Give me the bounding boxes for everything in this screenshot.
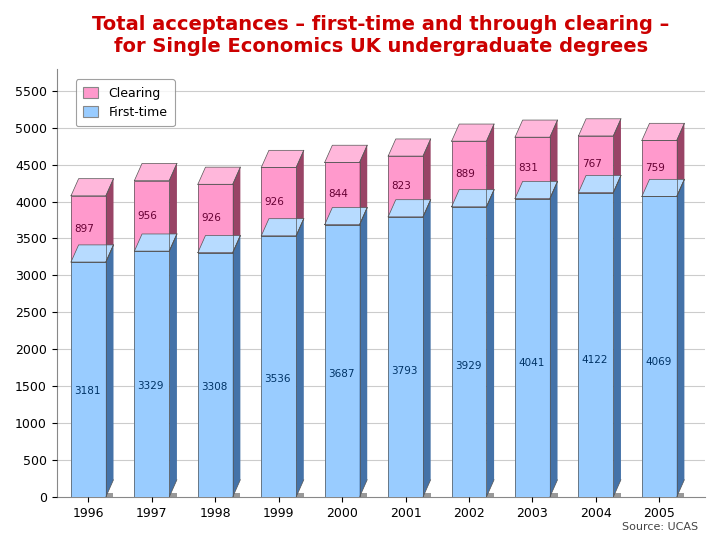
Polygon shape (487, 190, 494, 497)
Polygon shape (135, 164, 177, 180)
Text: 759: 759 (645, 164, 665, 173)
Text: 831: 831 (518, 163, 538, 173)
Bar (261, 167, 296, 236)
Polygon shape (515, 181, 557, 199)
Polygon shape (106, 245, 114, 497)
Bar (388, 156, 423, 217)
Polygon shape (423, 139, 431, 217)
Bar (578, 136, 613, 193)
Bar (71, 262, 106, 497)
Text: 956: 956 (138, 211, 158, 221)
Bar (135, 180, 169, 251)
Text: 4041: 4041 (518, 357, 544, 368)
Bar (325, 492, 367, 497)
Polygon shape (233, 235, 240, 497)
Bar (578, 193, 613, 497)
Bar (71, 492, 114, 497)
Text: 3687: 3687 (328, 369, 354, 380)
Text: 823: 823 (392, 181, 411, 192)
Polygon shape (198, 235, 240, 253)
Text: 897: 897 (74, 224, 94, 234)
Bar (261, 492, 304, 497)
Polygon shape (451, 124, 494, 141)
Bar (451, 492, 494, 497)
Text: 926: 926 (264, 197, 284, 207)
Text: 926: 926 (201, 213, 221, 224)
Polygon shape (233, 167, 240, 253)
Polygon shape (296, 150, 304, 236)
Polygon shape (642, 179, 685, 197)
Polygon shape (261, 219, 304, 236)
Polygon shape (388, 139, 431, 156)
Polygon shape (296, 219, 304, 497)
Text: Source: UCAS: Source: UCAS (622, 522, 698, 532)
Polygon shape (169, 234, 177, 497)
Polygon shape (550, 120, 557, 199)
Polygon shape (423, 200, 431, 497)
Polygon shape (135, 234, 177, 251)
Polygon shape (451, 190, 494, 207)
Bar (578, 492, 621, 497)
Polygon shape (325, 207, 367, 225)
Text: 889: 889 (455, 169, 474, 179)
Polygon shape (71, 179, 114, 196)
Polygon shape (325, 145, 367, 163)
Polygon shape (388, 200, 431, 217)
Bar (642, 197, 677, 497)
Polygon shape (198, 167, 240, 184)
Text: 3536: 3536 (264, 374, 291, 384)
Bar (135, 251, 169, 497)
Bar (135, 492, 177, 497)
Text: 4069: 4069 (645, 357, 672, 367)
Polygon shape (106, 179, 114, 262)
Text: 767: 767 (582, 159, 601, 169)
Bar (198, 253, 233, 497)
Polygon shape (359, 207, 367, 497)
Bar (451, 207, 487, 497)
Legend: Clearing, First-time: Clearing, First-time (76, 79, 175, 126)
Bar (325, 225, 359, 497)
Bar (642, 140, 677, 197)
Polygon shape (613, 119, 621, 193)
Text: 3793: 3793 (392, 366, 418, 376)
Text: 3329: 3329 (138, 381, 164, 391)
Bar (71, 196, 106, 262)
Text: 3308: 3308 (201, 382, 228, 392)
Polygon shape (169, 164, 177, 251)
Bar (325, 163, 359, 225)
Polygon shape (359, 145, 367, 225)
Bar (388, 492, 431, 497)
Text: 844: 844 (328, 188, 348, 199)
Polygon shape (677, 179, 685, 497)
Bar (515, 137, 550, 199)
Polygon shape (642, 123, 685, 140)
Polygon shape (613, 176, 621, 497)
Polygon shape (578, 176, 621, 193)
Bar (515, 492, 557, 497)
Polygon shape (677, 123, 685, 197)
Polygon shape (261, 150, 304, 167)
Polygon shape (550, 181, 557, 497)
Bar (451, 141, 487, 207)
Polygon shape (71, 245, 114, 262)
Text: 4122: 4122 (582, 355, 608, 365)
Bar (388, 217, 423, 497)
Bar (198, 184, 233, 253)
Polygon shape (515, 120, 557, 137)
Bar (198, 492, 240, 497)
Bar (261, 236, 296, 497)
Polygon shape (487, 124, 494, 207)
Text: 3929: 3929 (455, 361, 481, 372)
Bar (642, 492, 685, 497)
Title: Total acceptances – first-time and through clearing –
for Single Economics UK un: Total acceptances – first-time and throu… (92, 15, 670, 56)
Polygon shape (578, 119, 621, 136)
Bar (515, 199, 550, 497)
Text: 3181: 3181 (74, 386, 101, 396)
